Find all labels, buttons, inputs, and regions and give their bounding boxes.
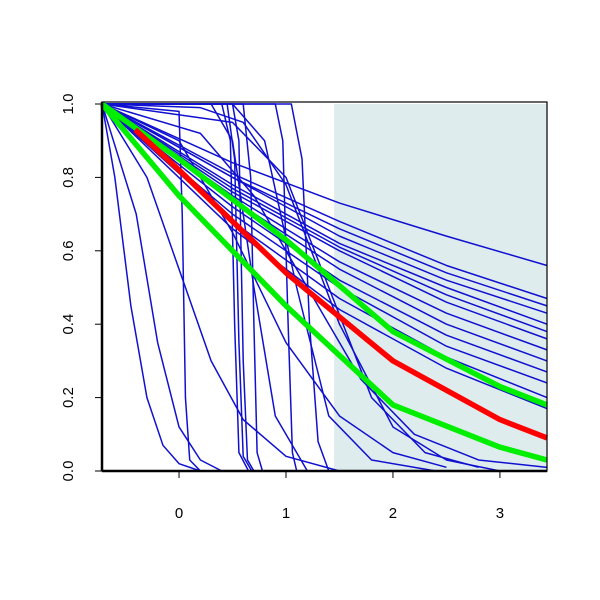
y-tick-label: 1.0: [60, 94, 77, 115]
curve: [101, 103, 548, 300]
curve: [101, 103, 201, 472]
curve: [101, 103, 548, 340]
curve: [102, 103, 436, 472]
curve: [101, 103, 548, 333]
curve: [101, 103, 479, 469]
curve: [100, 101, 548, 408]
curve: [133, 127, 548, 441]
y-tick-label: 0.8: [60, 167, 77, 188]
curve: [99, 102, 548, 463]
curve: [101, 103, 548, 410]
curve: [101, 103, 548, 314]
curve: [101, 103, 201, 472]
y-tick-label: 0.6: [60, 240, 77, 261]
x-tick-label: 2: [389, 505, 397, 522]
curve: [101, 103, 548, 469]
x-tick-label: 0: [175, 505, 183, 522]
curve: [101, 103, 548, 373]
y-tick-label: 0.2: [60, 387, 77, 408]
x-tick-label: 3: [496, 505, 504, 522]
curve: [101, 103, 548, 267]
curve: [101, 103, 447, 469]
y-tick-label: 0.4: [60, 314, 77, 335]
curve: [101, 103, 501, 472]
y-tick-label: 0.0: [60, 461, 77, 482]
x-tick-label: 1: [282, 505, 290, 522]
curve: [101, 103, 340, 472]
curve: [101, 103, 548, 325]
curve: [101, 103, 223, 472]
